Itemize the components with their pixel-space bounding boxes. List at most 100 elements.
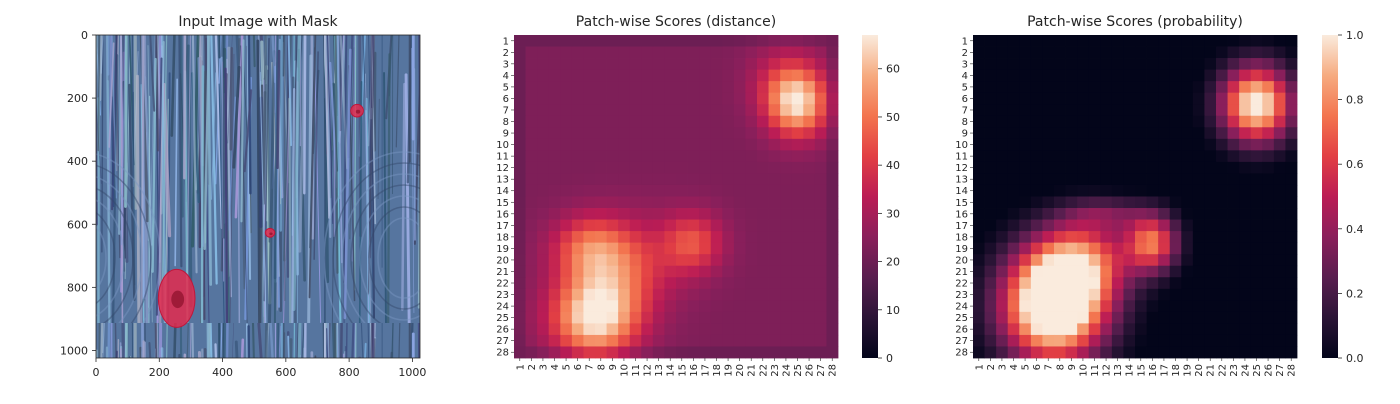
heatmap-cell xyxy=(1007,92,1020,105)
heatmap-cell xyxy=(1169,69,1182,82)
heatmap-cell xyxy=(1135,35,1147,47)
heatmap-cell xyxy=(583,81,596,94)
heatmap-cell xyxy=(548,58,561,71)
heatmap-cell xyxy=(1239,323,1252,336)
heatmap-cell xyxy=(984,115,997,128)
heatmap-cell xyxy=(1135,334,1147,347)
heatmap-cell xyxy=(537,127,550,140)
heatmap-cell xyxy=(595,173,607,186)
heatmap-cell xyxy=(1285,208,1298,220)
heatmap-cell xyxy=(1262,81,1275,94)
heatmap-cell xyxy=(687,288,700,301)
heatmap-cell xyxy=(1100,334,1113,347)
heatmap-cell xyxy=(1019,46,1032,59)
heatmap-cell xyxy=(1169,184,1182,197)
heatmap-cell xyxy=(1019,277,1032,290)
heatmap-cell xyxy=(641,242,654,255)
heatmap-x-tick-label: 27 xyxy=(1275,364,1286,377)
heatmap-cell xyxy=(722,35,735,47)
heatmap-cell xyxy=(722,208,735,220)
heatmap-cell xyxy=(733,288,746,301)
heatmap-cell xyxy=(1192,173,1205,186)
heatmap-cell xyxy=(757,46,769,59)
heatmap-cell xyxy=(618,138,631,151)
heatmap-cell xyxy=(814,265,827,278)
heatmap-cell xyxy=(571,219,584,232)
heatmap-cell xyxy=(1042,277,1055,290)
heatmap-y-tick-label: 23 xyxy=(955,290,968,301)
heatmap-cell xyxy=(687,196,700,209)
heatmap-cell xyxy=(1239,173,1252,186)
heatmap-cell xyxy=(1216,300,1228,313)
heatmap-cell xyxy=(664,334,677,347)
heatmap-cell xyxy=(1065,277,1078,290)
heatmap-cell xyxy=(1262,58,1275,71)
heatmap-cell xyxy=(1054,161,1066,174)
heatmap-cell xyxy=(984,81,997,94)
heatmap-cell xyxy=(548,208,561,220)
heatmap-cell xyxy=(803,150,816,163)
heatmap-cell xyxy=(652,173,665,186)
heatmap-cell xyxy=(791,127,804,140)
heatmap-cell xyxy=(1262,208,1275,220)
heatmap-cell xyxy=(1169,138,1182,151)
heatmap-x-tick-label: 1 xyxy=(515,364,526,370)
heatmap-cell xyxy=(514,323,526,336)
heatmap-cell xyxy=(722,127,735,140)
heatmap-cell xyxy=(973,288,985,301)
heatmap-cell xyxy=(803,35,816,47)
heatmap-cell xyxy=(1169,127,1182,140)
heatmap-cell xyxy=(1239,58,1252,71)
heatmap-cell xyxy=(1135,323,1147,336)
heatmap-cell xyxy=(757,184,769,197)
heatmap-cell xyxy=(1030,35,1043,47)
heatmap-cell xyxy=(1146,254,1159,267)
heatmap-cell xyxy=(1077,69,1090,82)
heatmap-cell xyxy=(1054,35,1066,47)
heatmap-cell xyxy=(814,196,827,209)
heatmap-cell xyxy=(1169,92,1182,105)
heatmap-cell xyxy=(1192,288,1205,301)
heatmap-cell xyxy=(537,254,550,267)
heatmap-cell xyxy=(1239,46,1252,59)
heatmap-cell xyxy=(1204,346,1217,359)
heatmap-cell xyxy=(1204,184,1217,197)
heatmap-cell xyxy=(1285,219,1298,232)
heatmap-y-tick-label: 13 xyxy=(955,175,968,186)
heatmap-cell xyxy=(595,46,607,59)
heatmap-cell xyxy=(1227,346,1240,359)
heatmap-cell xyxy=(1181,173,1194,186)
heatmap-cell xyxy=(996,46,1009,59)
heatmap-cell xyxy=(699,219,712,232)
heatmap-cell xyxy=(687,58,700,71)
heatmap-cell xyxy=(1181,35,1194,47)
heatmap-cell xyxy=(595,242,607,255)
heatmap-cell xyxy=(525,334,538,347)
heatmap-cell xyxy=(1239,311,1252,324)
heatmap-x-tick-label: 24 xyxy=(1240,364,1251,377)
heatmap-cell xyxy=(583,150,596,163)
heatmap-cell xyxy=(1250,300,1263,313)
heatmap-cell xyxy=(1181,208,1194,220)
heatmap-cell xyxy=(595,219,607,232)
heatmap-cell xyxy=(1192,138,1205,151)
heatmap-cell xyxy=(791,254,804,267)
heatmap-cell xyxy=(1285,81,1298,94)
heatmap-cell xyxy=(733,300,746,313)
heatmap-cell xyxy=(1181,138,1194,151)
heatmap-cell xyxy=(1065,104,1078,117)
heatmap-cell xyxy=(699,196,712,209)
heatmap-x-tick-label: 12 xyxy=(643,364,654,377)
heatmap-cell xyxy=(1146,334,1159,347)
heatmap-cell xyxy=(618,58,631,71)
heatmap-y-tick-label: 1 xyxy=(962,36,968,47)
heatmap-cell xyxy=(1204,219,1217,232)
heatmap-cell xyxy=(514,277,526,290)
heatmap-cell xyxy=(1285,150,1298,163)
heatmap-cell xyxy=(1030,115,1043,128)
heatmap-cell xyxy=(1065,138,1078,151)
heatmap-cell xyxy=(973,277,985,290)
heatmap-cell xyxy=(629,208,642,220)
heatmap-cell xyxy=(1042,334,1055,347)
heatmap-cell xyxy=(1077,127,1090,140)
